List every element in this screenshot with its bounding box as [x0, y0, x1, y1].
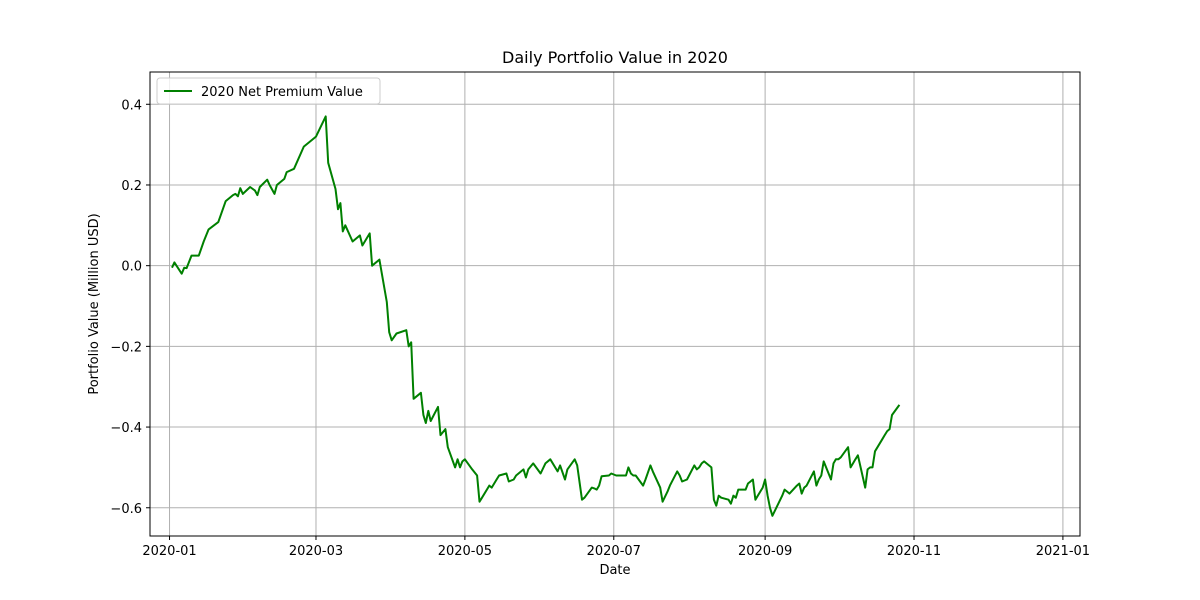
x-axis-label: Date	[599, 563, 630, 578]
x-tick-label: 2021-01	[1036, 544, 1090, 559]
series-layer	[171, 115, 901, 517]
grid-layer	[150, 72, 1080, 536]
x-tick-label: 2020-01	[142, 544, 196, 559]
tick-layer: 2020-01 2020-03 2020-05 2020-07 2020-09 2020-…	[110, 98, 1090, 559]
y-tick-label: −0.4	[110, 421, 142, 436]
x-tick-label: 2020-03	[289, 544, 343, 559]
legend-entry-label: 2020 Net Premium Value	[201, 85, 363, 100]
y-tick-label: 0.0	[121, 260, 142, 275]
x-tick-label: 2020-11	[887, 544, 941, 559]
series-line-0	[171, 115, 901, 517]
y-tick-label: −0.6	[110, 502, 142, 517]
x-tick-label: 2020-05	[438, 544, 492, 559]
chart-title: Daily Portfolio Value in 2020	[502, 48, 728, 67]
y-axis-label: Portfolio Value (Million USD)	[87, 213, 102, 394]
x-tick-label: 2020-07	[587, 544, 641, 559]
legend-box	[156, 77, 381, 105]
y-tick-label: 0.4	[121, 98, 142, 113]
y-tick-label: 0.2	[121, 179, 142, 194]
plot-frame	[149, 71, 1081, 537]
y-tick-label: −0.2	[110, 340, 142, 355]
legend: 2020 Net Premium Value	[156, 77, 381, 105]
x-tick-label: 2020-09	[738, 544, 792, 559]
